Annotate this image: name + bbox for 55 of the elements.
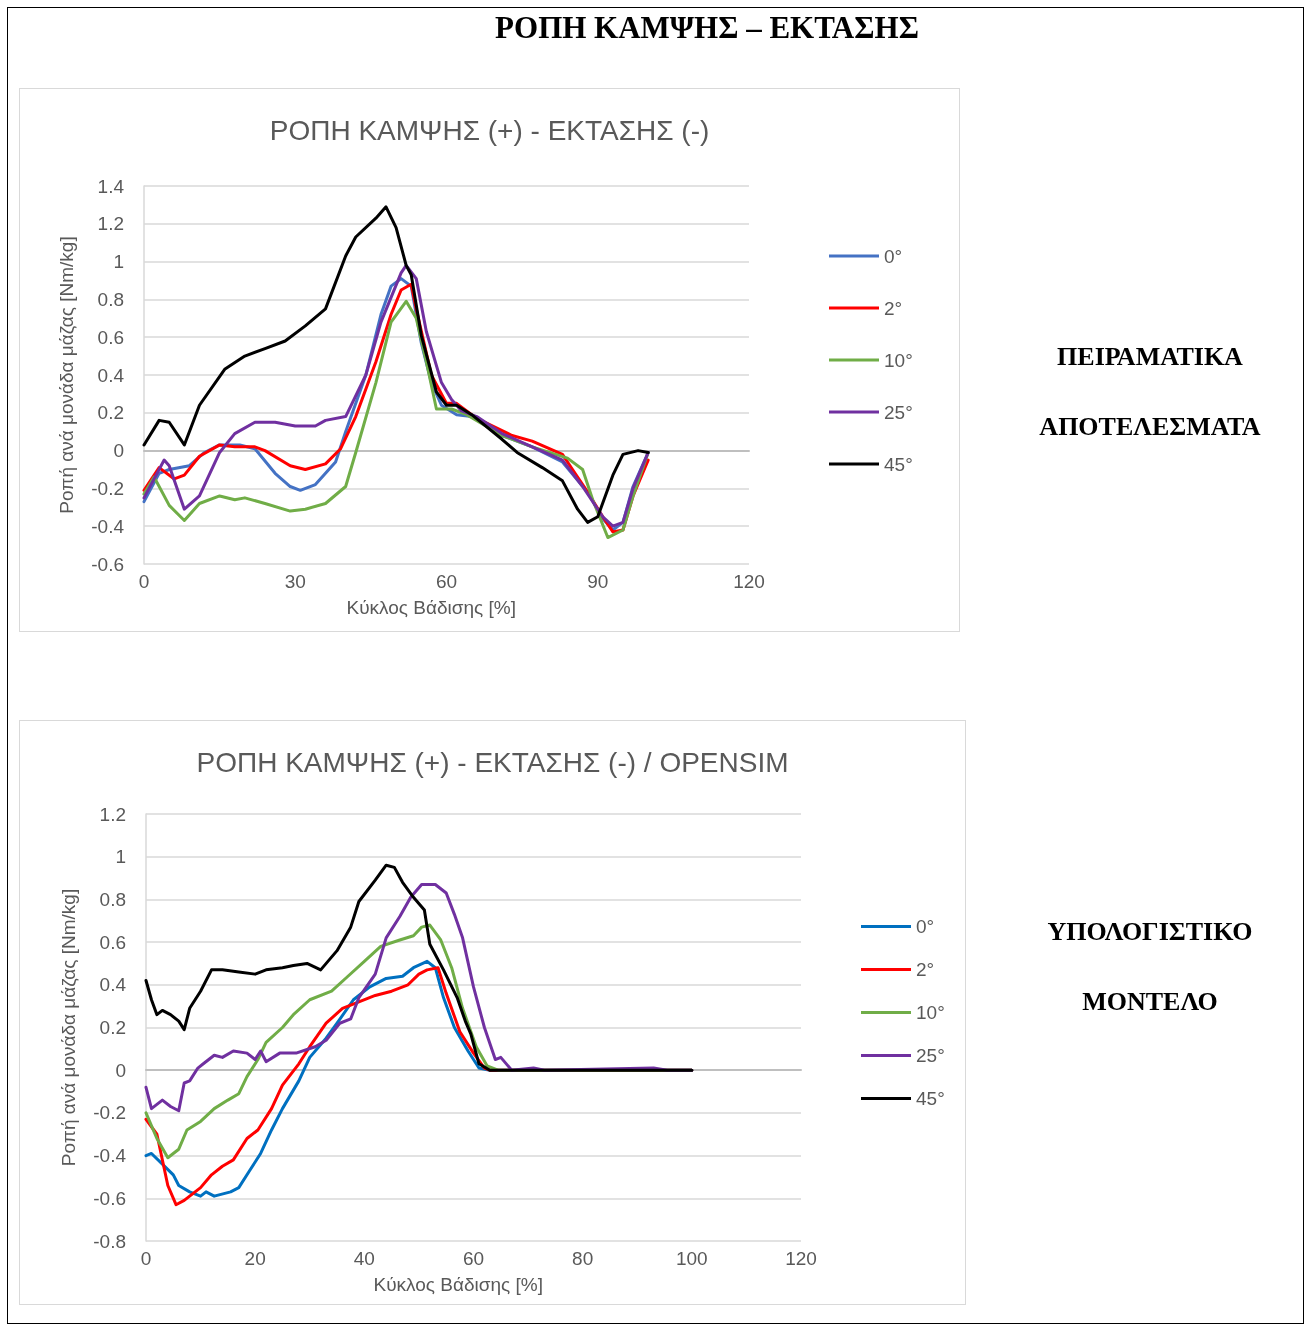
x-tick-label: 40 [353, 1248, 375, 1269]
y-axis-title: Ροπή ανά μονάδα μάζας [Nm/kg] [58, 888, 79, 1167]
x-tick-label: 120 [785, 1248, 817, 1269]
y-tick-label: 0.2 [97, 402, 124, 424]
x-tick-label: 120 [733, 571, 765, 592]
y-tick-label: -0.2 [91, 477, 124, 499]
x-tick-label: 20 [244, 1248, 266, 1269]
chart-title: ΡΟΠΗ ΚΑΜΨΗΣ (+) - ΕΚΤΑΣΗΣ (-) / OPENSIM [196, 746, 789, 778]
x-tick-label: 100 [675, 1248, 708, 1269]
y-tick-label: 0.4 [99, 974, 127, 996]
text: ΡΟΠΗ ΚΑΜΨΗΣ – ΕΚΤΑΣΗΣ [494, 10, 920, 46]
y-tick-label: 0.8 [97, 288, 124, 310]
x-axis-title: Κύκλος Βάδισης [%] [373, 1274, 543, 1295]
legend-label: 0° [916, 916, 935, 937]
legend-label: 0° [884, 245, 903, 267]
x-tick-label: 60 [435, 571, 458, 592]
chart-title: ΡΟΠΗ ΚΑΜΨΗΣ (+) - ΕΚΤΑΣΗΣ (-) [269, 114, 710, 146]
legend-label: 25° [884, 401, 913, 423]
y-tick-label: -0.6 [91, 553, 124, 575]
y-tick-label: 1.4 [97, 175, 125, 197]
y-tick-label: 1.2 [97, 213, 124, 235]
x-axis-title: Κύκλος Βάδισης [%] [346, 597, 516, 618]
y-tick-label: -0.2 [93, 1102, 126, 1124]
legend-label: 2° [884, 297, 903, 319]
y-tick-label: 0 [113, 440, 124, 462]
y-tick-label: 0.8 [99, 888, 126, 910]
x-tick-label: 90 [587, 571, 609, 592]
y-tick-label: -0.6 [93, 1187, 126, 1209]
x-tick-label: 60 [462, 1248, 485, 1269]
text: ΥΠΟΛΟΓΙΣΤΙΚΟ ΜΟΝΤΕΛΟ [1047, 917, 1253, 1016]
legend-label: 45° [884, 453, 913, 475]
y-tick-label: 0.2 [99, 1017, 126, 1038]
y-tick-label: 0.6 [99, 931, 126, 953]
legend-label: 2° [916, 959, 935, 980]
line-series [144, 863, 694, 1072]
y-tick-label: -0.4 [93, 1145, 127, 1167]
x-tick-label: 80 [572, 1248, 594, 1269]
x-tick-label: 30 [284, 571, 306, 592]
legend-label: 10° [916, 1002, 945, 1023]
legend-label: 25° [916, 1045, 945, 1066]
y-tick-label: 1.2 [99, 803, 126, 825]
line-series [142, 205, 650, 524]
y-tick-label: 0 [115, 1059, 126, 1081]
y-axis-title: Ροπή ανά μονάδα μάζας [Nm/kg] [56, 236, 77, 514]
y-tick-label: -0.4 [91, 515, 125, 537]
y-tick-label: -0.8 [93, 1230, 126, 1252]
legend-label: 10° [884, 349, 913, 371]
y-tick-label: 1 [115, 846, 126, 868]
y-tick-label: 0.6 [97, 326, 124, 348]
x-tick-label: 0 [140, 1248, 152, 1269]
y-tick-label: 1 [113, 251, 124, 273]
legend-label: 45° [916, 1088, 945, 1109]
y-tick-label: 0.4 [97, 364, 125, 386]
x-tick-label: 0 [138, 571, 150, 592]
text: ΠΕΙΡΑΜΑΤΙΚΑ ΑΠΟΤΕΛΕΣΜΑΤΑ [1039, 342, 1261, 441]
